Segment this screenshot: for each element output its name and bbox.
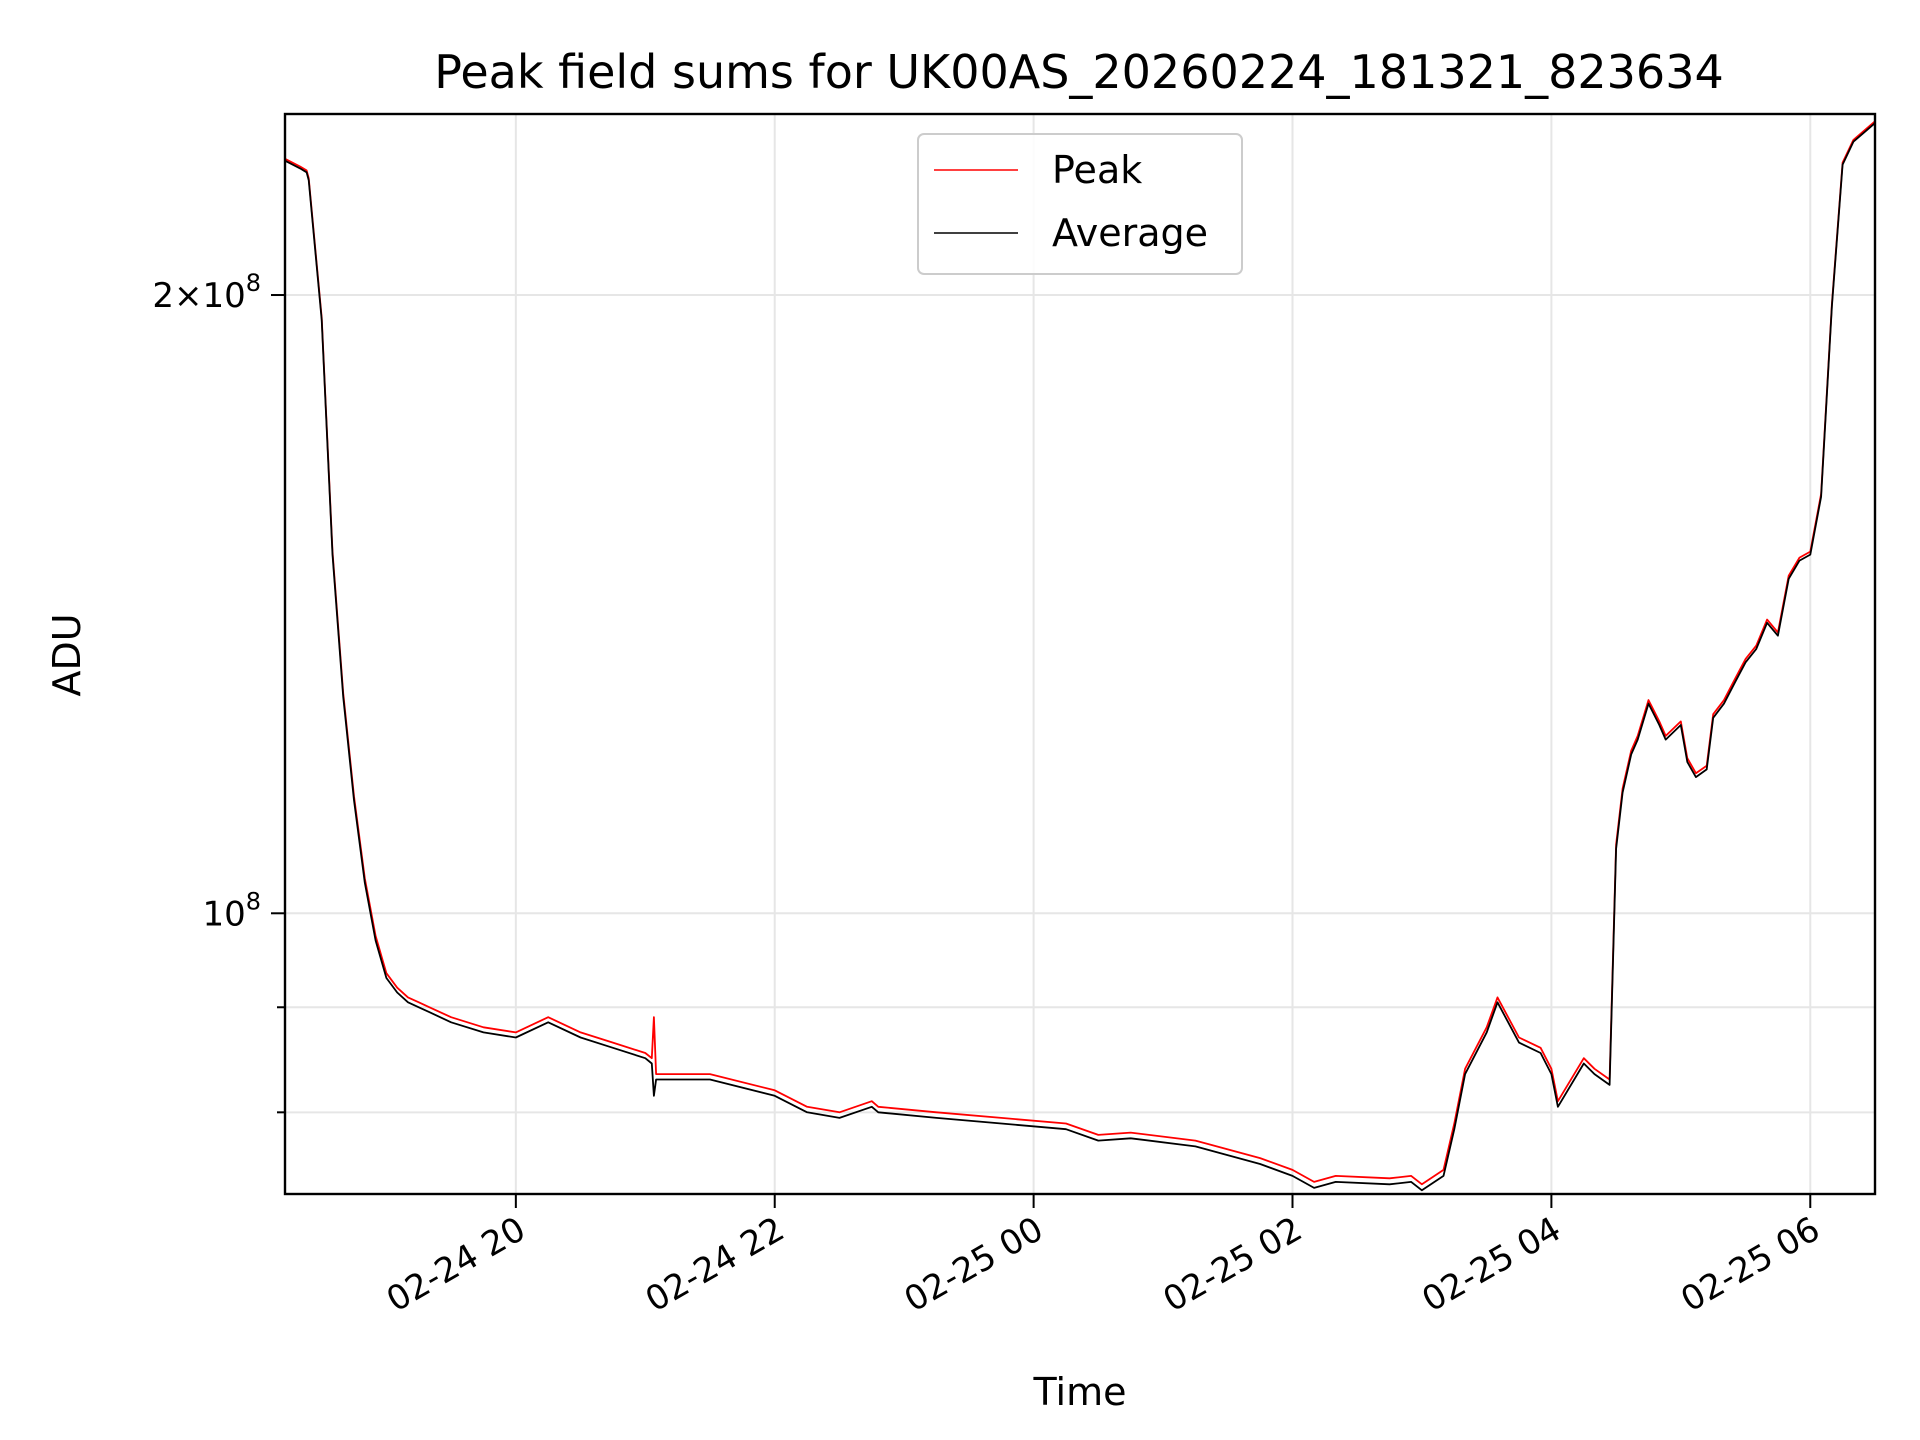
series-layer xyxy=(284,120,1876,1192)
x-axis-label: Time xyxy=(1033,1370,1127,1414)
plot-frame xyxy=(283,112,1877,1196)
chart-title: Peak field sums for UK00AS_20260224_1813… xyxy=(434,45,1723,99)
series-line-average xyxy=(284,122,1876,1192)
y-tick-label: 2×108 xyxy=(152,269,261,316)
legend-label-average: Average xyxy=(1052,211,1208,255)
y-axis-label: ADU xyxy=(45,613,89,696)
series-line-peak xyxy=(284,120,1876,1186)
legend-box xyxy=(917,133,1243,275)
legend: Peak Average xyxy=(917,133,1243,275)
grid-layer xyxy=(285,114,1875,1194)
legend-label-peak: Peak xyxy=(1052,148,1142,192)
y-tick-label: 108 xyxy=(202,887,261,934)
